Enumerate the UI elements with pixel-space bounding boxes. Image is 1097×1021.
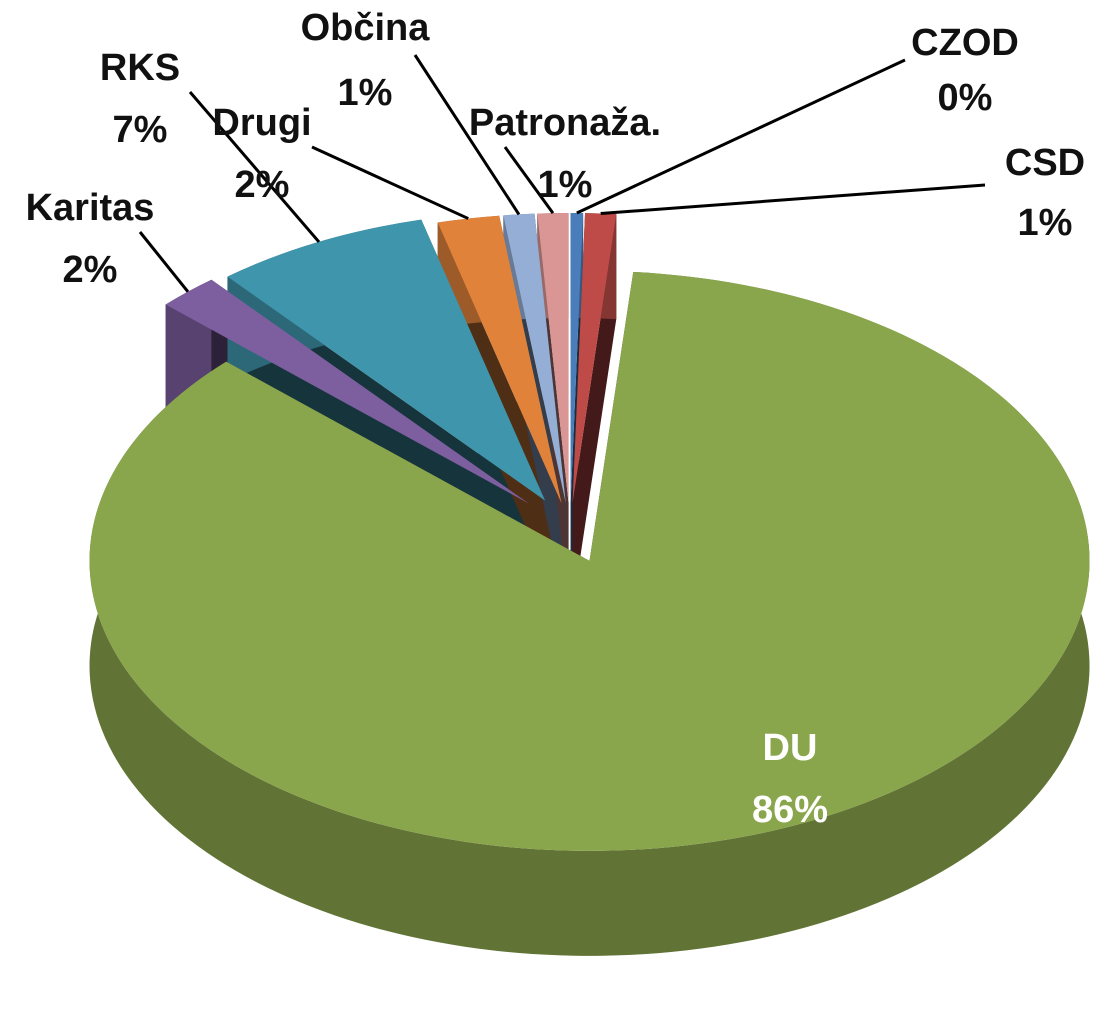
label-name: Občina	[301, 7, 431, 49]
leader-line	[576, 58, 906, 215]
leader-line	[413, 54, 521, 216]
label-value: 0%	[938, 77, 993, 119]
slice	[437, 215, 562, 504]
label-value: 86%	[752, 789, 828, 831]
label-value: 1%	[538, 164, 593, 206]
leader-line	[188, 91, 321, 243]
label-value: 2%	[63, 249, 118, 291]
leader-line	[311, 145, 469, 220]
label-value: 1%	[1018, 202, 1073, 244]
slice	[165, 279, 530, 504]
leader-line	[503, 146, 555, 215]
label-value: 7%	[113, 109, 168, 151]
slice	[570, 213, 584, 504]
label-name: Karitas	[26, 187, 155, 229]
label-name: CZOD	[911, 22, 1019, 64]
slice	[537, 213, 569, 504]
slice	[89, 271, 1090, 851]
label-name: CSD	[1005, 142, 1085, 184]
slice	[227, 219, 546, 501]
labels: CZOD 0% CSD 1% DU 86% Karitas 2% RKS 7% Drugi 2% Obč…	[26, 7, 1086, 831]
label-name: RKS	[100, 47, 180, 89]
label-value: 1%	[338, 72, 393, 114]
label-value: 2%	[235, 164, 290, 206]
label-name: DU	[763, 727, 818, 769]
slice	[572, 213, 617, 504]
label-name: Drugi	[212, 102, 311, 144]
leader-line	[138, 231, 190, 293]
slice	[503, 213, 566, 504]
slice-tops	[89, 213, 1090, 851]
label-name: Patronaža.	[469, 102, 661, 144]
leader-line	[600, 183, 986, 215]
